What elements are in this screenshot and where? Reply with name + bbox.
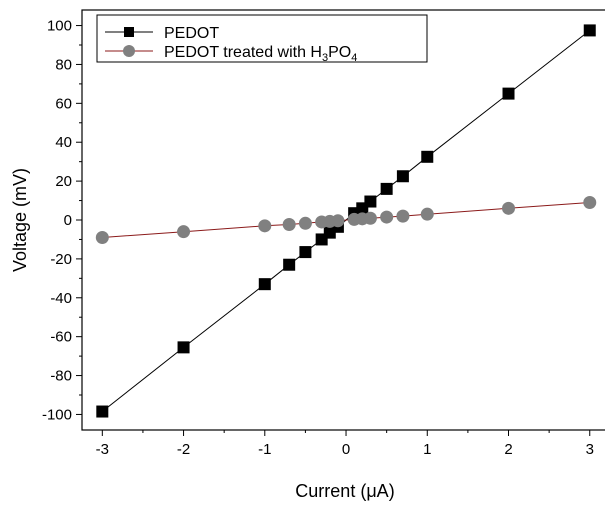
data-point-square bbox=[502, 87, 515, 100]
data-point-circle bbox=[298, 216, 312, 230]
data-point-circle bbox=[396, 209, 410, 223]
y-tick-label: -40 bbox=[50, 290, 72, 307]
x-tick-label: -1 bbox=[258, 441, 271, 458]
y-tick-label: -20 bbox=[50, 251, 72, 268]
data-point-square bbox=[396, 170, 409, 183]
data-point-square bbox=[177, 341, 190, 354]
y-tick-label: 100 bbox=[47, 18, 72, 35]
data-point-circle bbox=[583, 196, 597, 209]
series-points bbox=[95, 24, 597, 418]
data-point-circle bbox=[331, 214, 345, 228]
series-line-0 bbox=[101, 30, 591, 412]
x-tick-label: -2 bbox=[177, 441, 190, 458]
data-point-circle bbox=[258, 219, 272, 233]
data-point-circle bbox=[282, 217, 296, 231]
data-point-circle bbox=[420, 207, 434, 221]
x-tick-label: 3 bbox=[586, 441, 594, 458]
data-point-square bbox=[583, 24, 596, 37]
y-tick-label: 80 bbox=[55, 56, 72, 73]
y-tick-label: -100 bbox=[42, 406, 72, 423]
data-point-circle bbox=[380, 210, 394, 224]
y-axis-title: Voltage (mV) bbox=[10, 168, 30, 272]
y-tick-label: 60 bbox=[55, 95, 72, 112]
y-tick-label: 40 bbox=[55, 134, 72, 151]
legend-label-treated: PEDOT treated with H3PO4 bbox=[164, 44, 357, 64]
data-point-square bbox=[364, 195, 377, 208]
data-point-square bbox=[380, 182, 393, 195]
x-axis-title: Current (μA) bbox=[295, 481, 394, 501]
y-tick-label: -80 bbox=[50, 368, 72, 385]
data-point-square bbox=[299, 246, 312, 259]
data-point-square bbox=[421, 150, 434, 163]
y-tick-label: 20 bbox=[55, 173, 72, 190]
legend: PEDOT PEDOT treated with H3PO4 bbox=[96, 14, 428, 64]
data-point-square bbox=[96, 405, 109, 418]
series-lines bbox=[101, 30, 591, 412]
x-tick-label: 1 bbox=[423, 441, 431, 458]
x-tick-label: -3 bbox=[96, 441, 109, 458]
data-point-square bbox=[283, 258, 296, 271]
data-point-circle bbox=[177, 225, 191, 239]
y-tick-label: 0 bbox=[64, 212, 72, 229]
data-point-circle bbox=[502, 201, 516, 215]
y-tick-label: -60 bbox=[50, 329, 72, 346]
data-point-circle bbox=[95, 231, 109, 244]
legend-marker-pedot bbox=[124, 27, 134, 37]
legend-box bbox=[96, 14, 428, 63]
x-tick-label: 0 bbox=[342, 441, 350, 458]
legend-marker-treated bbox=[123, 45, 135, 57]
series-line-1 bbox=[102, 202, 590, 238]
data-point-square bbox=[258, 278, 271, 291]
legend-label-pedot: PEDOT bbox=[164, 25, 219, 42]
tick-layer: -3 -2 -1 0 1 2 3 -100 -80 -60 -40 -20 0 20 40 60 80 100 bbox=[42, 18, 594, 458]
x-tick-label: 2 bbox=[504, 441, 512, 458]
data-point-circle bbox=[363, 211, 377, 225]
